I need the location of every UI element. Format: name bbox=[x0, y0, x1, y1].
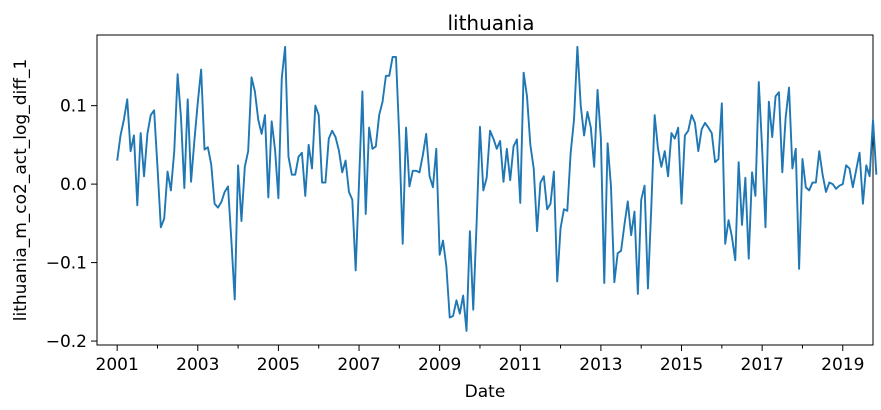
plot-frame bbox=[96, 34, 874, 346]
x-tick-label: 2001 bbox=[96, 355, 139, 375]
x-tick-label: 2009 bbox=[418, 355, 461, 375]
x-tick-label: 2003 bbox=[176, 355, 219, 375]
y-axis-label: lithuania_m_co2_act_log_diff_1 bbox=[11, 59, 31, 322]
y-tick-label: −0.1 bbox=[46, 254, 87, 274]
chart-title: lithuania bbox=[447, 11, 534, 35]
y-tick-label: −0.2 bbox=[46, 332, 87, 352]
x-tick-label: 2015 bbox=[660, 355, 703, 375]
y-tick-label: 0.0 bbox=[60, 175, 87, 195]
plot-area bbox=[96, 34, 878, 346]
x-axis-label: Date bbox=[465, 382, 506, 402]
x-tick-label: 2013 bbox=[579, 355, 622, 375]
x-tick-label: 2007 bbox=[337, 355, 380, 375]
y-axis: −0.2 −0.1 0.0 0.1 bbox=[46, 97, 97, 352]
series-line bbox=[116, 45, 878, 332]
x-tick-label: 2011 bbox=[499, 355, 542, 375]
x-tick-label: 2005 bbox=[257, 355, 300, 375]
x-tick-label: 2017 bbox=[741, 355, 784, 375]
y-tick-label: 0.1 bbox=[60, 97, 87, 117]
x-axis: 2001 2003 2005 2007 2009 2011 2013 2015 2017 2019 bbox=[96, 345, 864, 375]
x-tick-label: 2019 bbox=[821, 355, 864, 375]
